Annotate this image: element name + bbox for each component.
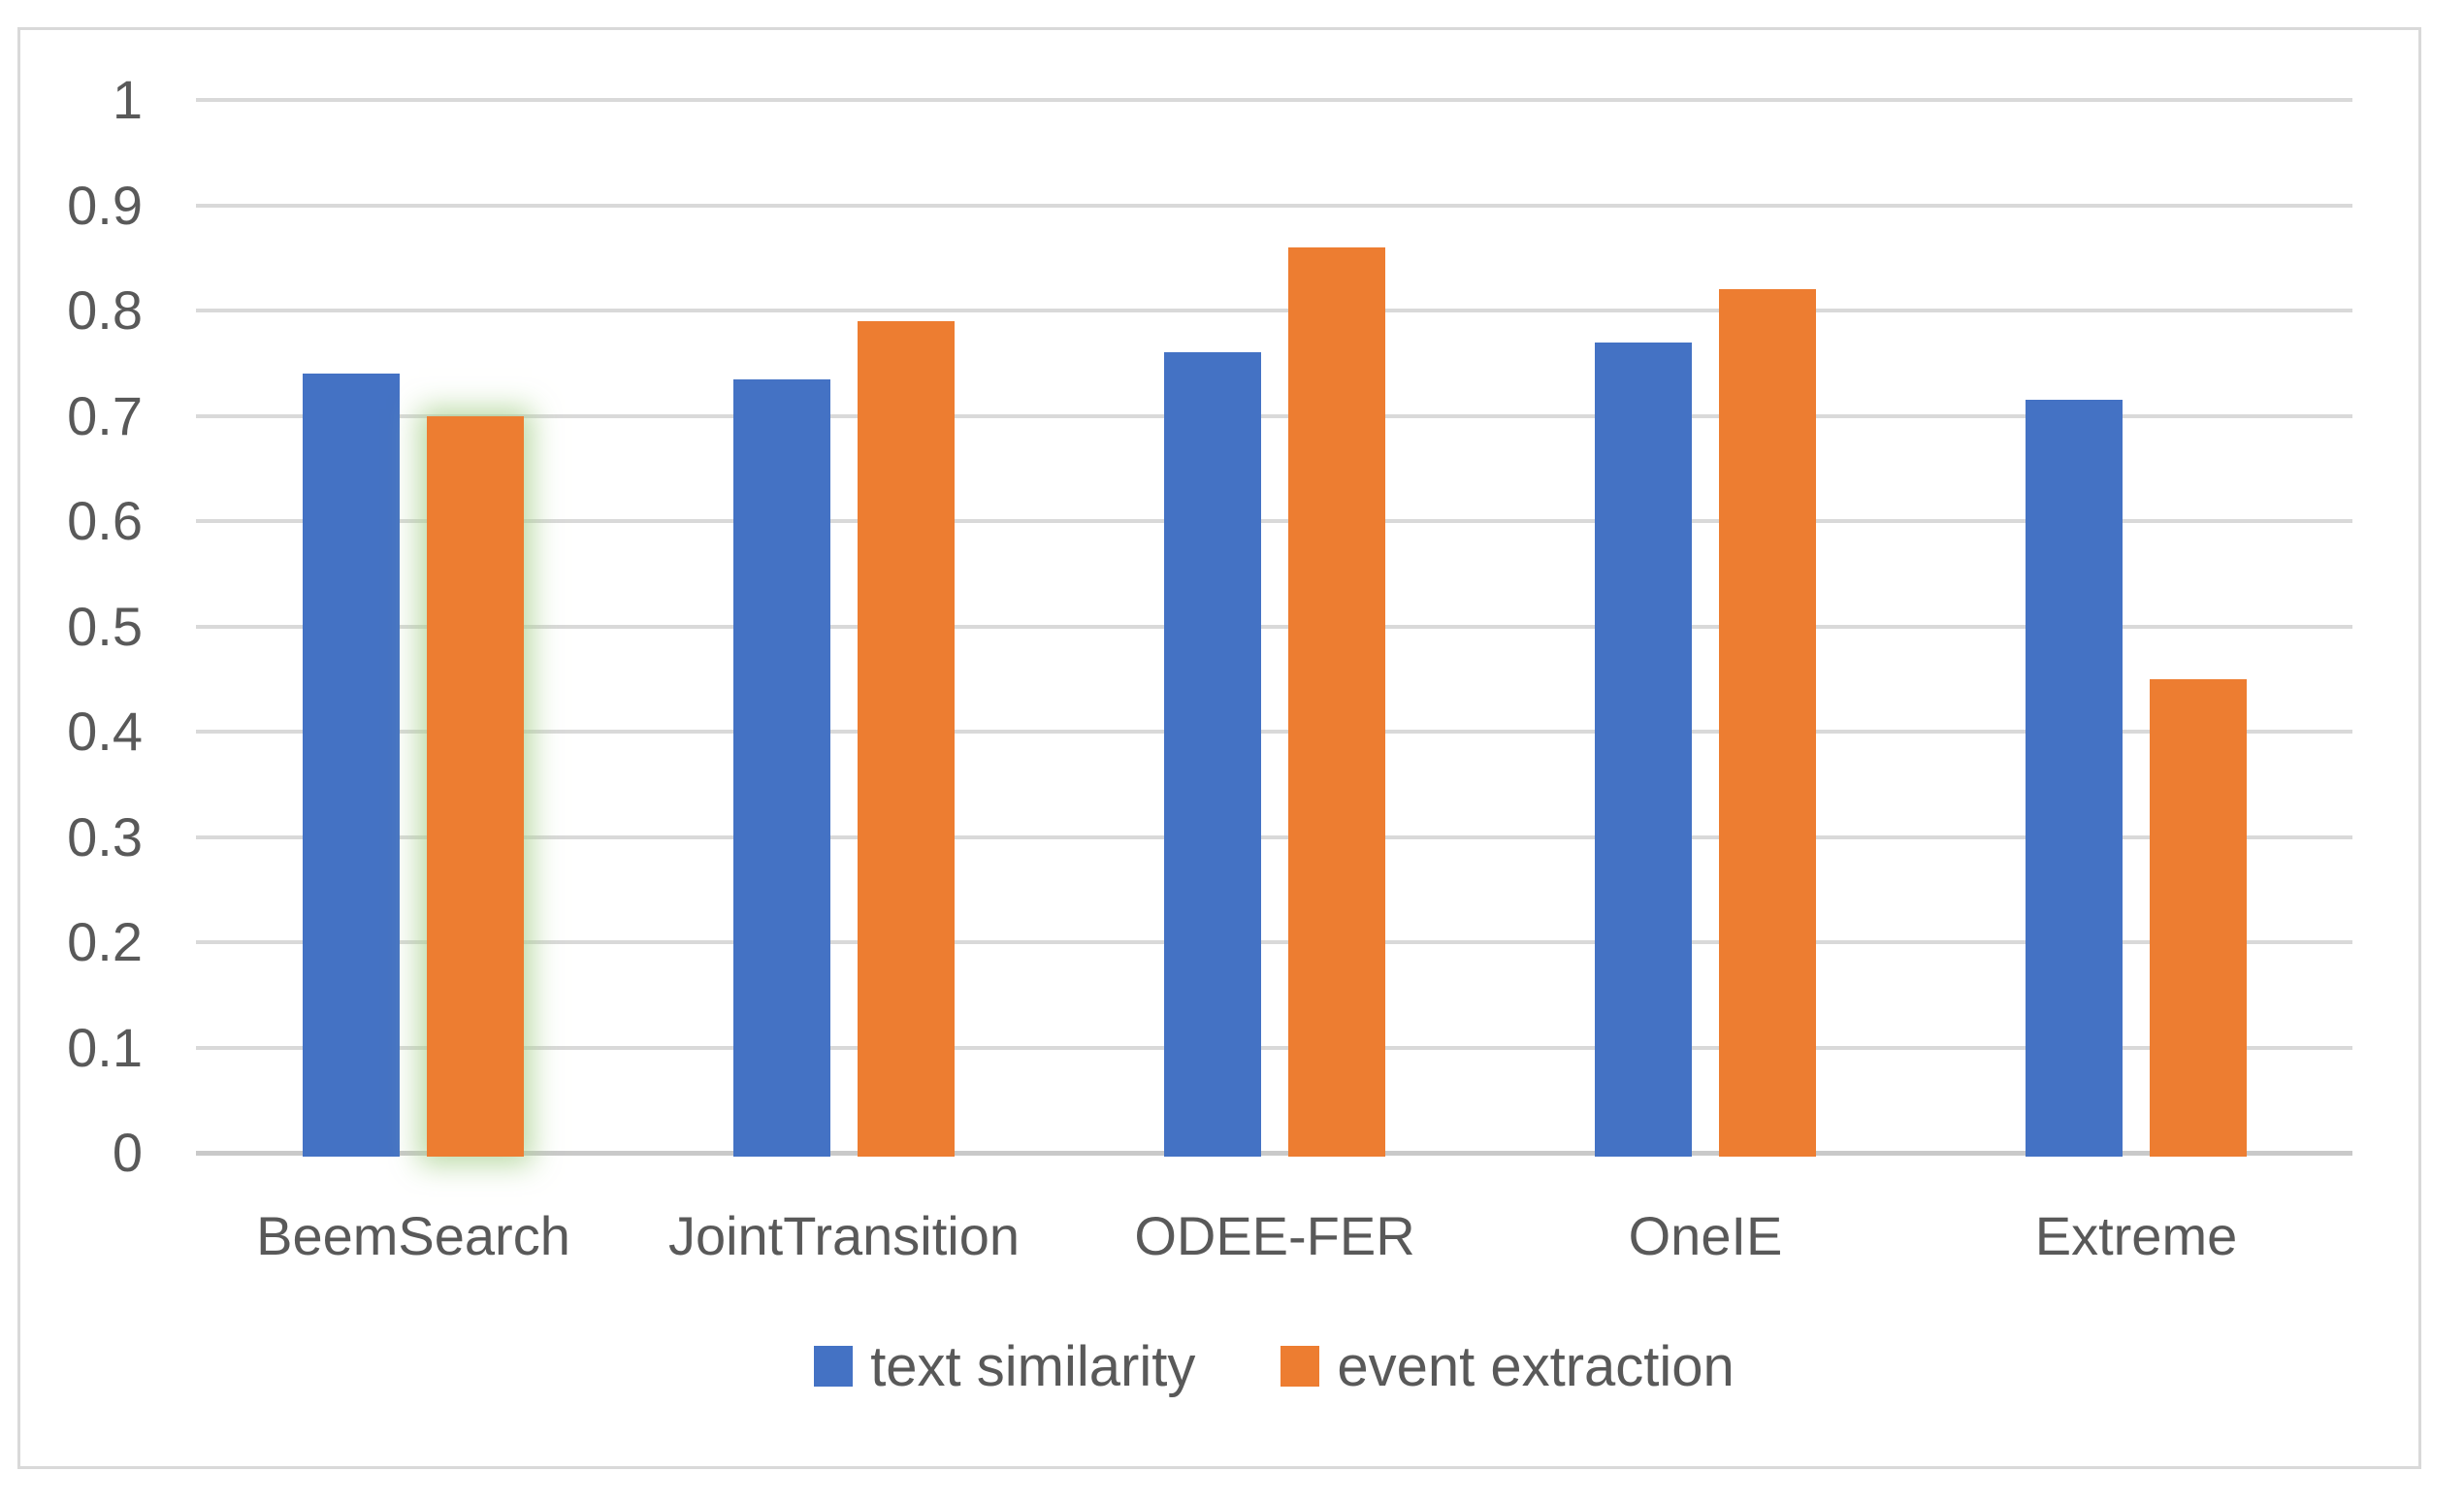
gridline [196, 730, 2352, 734]
y-axis-tick-label: 0.5 [67, 595, 143, 657]
gridline [196, 624, 2352, 629]
y-axis-tick-label: 0.1 [67, 1016, 143, 1078]
y-axis-tick-label: 0.7 [67, 384, 143, 446]
x-axis-label-extreme: Extreme [2034, 1205, 2238, 1266]
bar-text-similarity-oneie [1595, 342, 1692, 1157]
legend-label: event extraction [1337, 1334, 1735, 1398]
gridline [196, 519, 2352, 523]
legend: text similarity event extraction [196, 1329, 2352, 1403]
bar-event-extraction-extreme [2150, 678, 2247, 1157]
y-axis-tick-label: 0.4 [67, 701, 143, 762]
bar-text-similarity-jointtransition [733, 378, 830, 1157]
gridline [196, 203, 2352, 208]
legend-item-text-similarity: text similarity [814, 1334, 1195, 1399]
x-axis-label-beemsearch: BeemSearch [256, 1205, 570, 1266]
y-axis-tick-label: 0.3 [67, 805, 143, 867]
bar-event-extraction-jointtransition [858, 320, 955, 1157]
legend-swatch-icon [1281, 1346, 1320, 1387]
bar-text-similarity-extreme [2026, 400, 2123, 1157]
gridline [196, 940, 2352, 944]
x-axis-line [196, 1151, 2352, 1156]
y-axis-tick-label: 0.9 [67, 174, 143, 236]
legend-swatch-icon [814, 1346, 854, 1387]
y-axis-tick-label: 0.6 [67, 490, 143, 551]
bar-event-extraction-oneie [1719, 289, 1816, 1157]
gridline [196, 834, 2352, 839]
gridline [196, 1045, 2352, 1050]
legend-item-event-extraction: event extraction [1281, 1334, 1735, 1399]
gridline [196, 98, 2352, 102]
bar-event-extraction-beemsearch [427, 415, 524, 1157]
y-axis-tick-label: 0.2 [67, 911, 143, 972]
gridline [196, 413, 2352, 418]
bar-text-similarity-beemsearch [303, 374, 400, 1157]
gridline [196, 309, 2352, 312]
x-axis-label-oneie: OneIE [1628, 1205, 1783, 1266]
y-axis-tick-label: 1 [112, 69, 143, 130]
x-axis-label-jointtransition: JointTransition [667, 1205, 1021, 1266]
bar-event-extraction-odee-fer [1288, 246, 1385, 1157]
y-axis-tick-label: 0 [112, 1122, 143, 1183]
legend-label: text similarity [870, 1334, 1196, 1398]
y-axis-tick-label: 0.8 [67, 279, 143, 341]
bar-text-similarity-odee-fer [1164, 352, 1261, 1157]
x-axis-label-odee-fer: ODEE-FER [1134, 1205, 1415, 1266]
